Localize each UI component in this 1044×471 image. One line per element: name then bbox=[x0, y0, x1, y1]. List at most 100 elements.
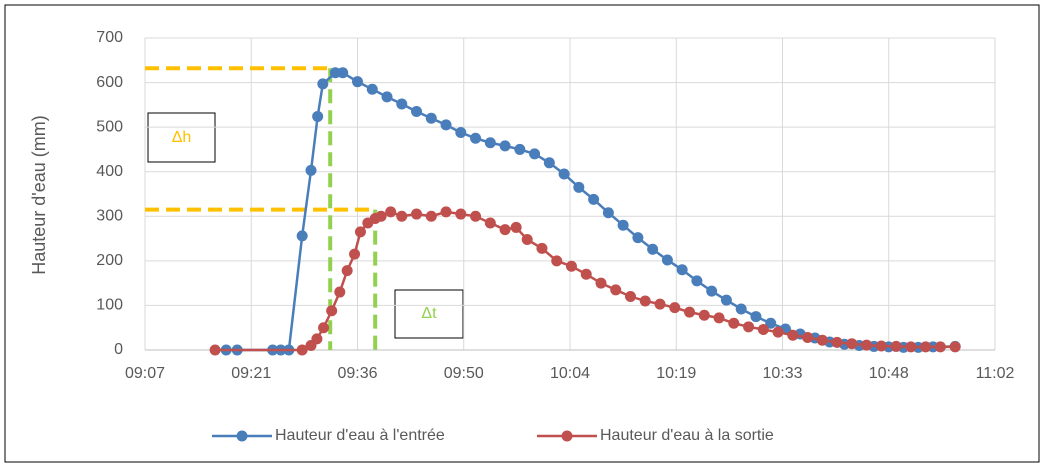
data-point bbox=[684, 306, 696, 318]
data-point bbox=[337, 67, 349, 79]
data-point bbox=[305, 164, 317, 176]
data-point bbox=[573, 181, 585, 193]
data-point bbox=[455, 126, 467, 138]
data-point bbox=[728, 317, 740, 329]
legend-marker bbox=[236, 430, 248, 442]
data-point bbox=[425, 112, 437, 124]
x-tick-label: 10:33 bbox=[762, 365, 802, 382]
legend-label: Hauteur d'eau à l'entrée bbox=[275, 427, 445, 444]
data-point bbox=[510, 221, 522, 233]
data-point bbox=[499, 140, 511, 152]
data-point bbox=[632, 232, 644, 244]
annotation: Δt bbox=[421, 305, 437, 322]
data-point bbox=[816, 334, 828, 346]
x-tick-label: 09:07 bbox=[125, 365, 165, 382]
data-point bbox=[602, 207, 614, 219]
data-point bbox=[750, 311, 762, 323]
data-point bbox=[588, 193, 600, 205]
y-tick-label: 100 bbox=[96, 297, 123, 314]
legend-marker bbox=[561, 430, 573, 442]
data-point bbox=[521, 233, 533, 245]
data-point bbox=[551, 255, 563, 267]
y-axis-label: Hauteur d'eau (mm) bbox=[29, 115, 49, 275]
data-point bbox=[375, 210, 387, 222]
data-point bbox=[846, 338, 858, 350]
data-point bbox=[354, 226, 366, 238]
data-point bbox=[934, 341, 946, 353]
x-tick-label: 09:36 bbox=[337, 365, 377, 382]
data-point bbox=[647, 243, 659, 255]
data-point bbox=[875, 340, 887, 352]
data-point bbox=[654, 298, 666, 310]
data-point bbox=[381, 91, 393, 103]
data-point bbox=[698, 309, 710, 321]
data-point bbox=[757, 323, 769, 335]
data-point bbox=[334, 286, 346, 298]
legend-label: Hauteur d'eau à la sortie bbox=[600, 427, 774, 444]
y-tick-label: 500 bbox=[96, 118, 123, 135]
data-point bbox=[396, 98, 408, 110]
data-point bbox=[440, 119, 452, 131]
data-point bbox=[484, 217, 496, 229]
data-point bbox=[706, 285, 718, 297]
y-tick-label: 700 bbox=[96, 29, 123, 46]
data-point bbox=[326, 305, 338, 317]
data-point bbox=[772, 326, 784, 338]
data-point bbox=[455, 208, 467, 220]
data-point bbox=[425, 210, 437, 222]
data-point bbox=[610, 284, 622, 296]
data-point bbox=[743, 321, 755, 333]
data-point bbox=[296, 344, 308, 356]
data-point bbox=[470, 210, 482, 222]
data-point bbox=[366, 83, 378, 95]
data-point bbox=[639, 295, 651, 307]
y-tick-label: 0 bbox=[114, 341, 123, 358]
data-point bbox=[499, 224, 511, 236]
data-point bbox=[411, 208, 423, 220]
data-point bbox=[580, 268, 592, 280]
data-point bbox=[890, 340, 902, 352]
data-point bbox=[735, 303, 747, 315]
data-point bbox=[565, 260, 577, 272]
annotation-box bbox=[394, 289, 464, 339]
data-point bbox=[669, 302, 681, 314]
data-point bbox=[470, 132, 482, 144]
data-point bbox=[536, 242, 548, 254]
x-tick-label: 10:48 bbox=[869, 365, 909, 382]
data-point bbox=[385, 206, 397, 218]
y-tick-label: 200 bbox=[96, 252, 123, 269]
data-point bbox=[831, 336, 843, 348]
data-point bbox=[311, 333, 323, 345]
data-point bbox=[484, 137, 496, 149]
y-tick-label: 600 bbox=[96, 74, 123, 91]
data-point bbox=[625, 291, 637, 303]
data-point bbox=[543, 157, 555, 169]
annotation-box bbox=[147, 112, 216, 163]
data-point bbox=[349, 248, 361, 260]
data-point bbox=[558, 168, 570, 180]
data-point bbox=[440, 206, 452, 218]
data-point bbox=[318, 322, 330, 334]
data-point bbox=[861, 339, 873, 351]
data-point bbox=[787, 329, 799, 341]
data-point bbox=[661, 254, 673, 266]
data-point bbox=[317, 78, 329, 90]
x-tick-label: 11:02 bbox=[976, 365, 1015, 382]
data-point bbox=[411, 106, 423, 118]
data-point bbox=[595, 277, 607, 289]
x-tick-label: 10:19 bbox=[656, 365, 696, 382]
data-point bbox=[691, 275, 703, 287]
data-point bbox=[802, 332, 814, 344]
x-tick-label: 10:04 bbox=[550, 365, 590, 382]
x-tick-label: 09:21 bbox=[231, 365, 271, 382]
annotation: Δh bbox=[172, 129, 192, 146]
data-point bbox=[713, 312, 725, 324]
data-point bbox=[676, 264, 688, 276]
data-point bbox=[341, 265, 353, 277]
data-point bbox=[617, 219, 629, 231]
data-point bbox=[905, 341, 917, 353]
data-point bbox=[720, 294, 732, 306]
y-tick-label: 300 bbox=[96, 208, 123, 225]
data-point bbox=[209, 344, 221, 356]
